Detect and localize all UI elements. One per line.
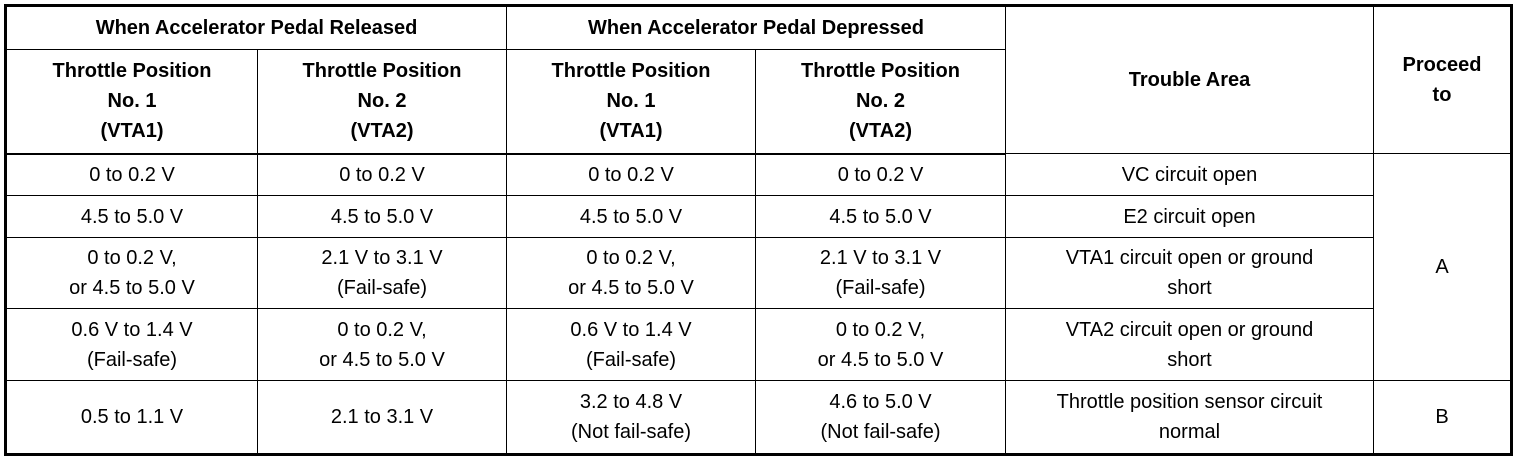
header-released-tp1: Throttle Position No. 1 (VTA1) [5,49,258,155]
cell-d1: 0 to 0.2 V [506,153,756,196]
cell-r1: 0.6 V to 1.4 V (Fail-safe) [5,308,258,381]
cell-area: VTA1 circuit open or ground short [1005,237,1374,309]
cell-r1: 0.5 to 1.1 V [5,380,258,455]
header-depressed: When Accelerator Pedal Depressed [506,5,1006,50]
cell-r1: 0 to 0.2 V, or 4.5 to 5.0 V [5,237,258,309]
cell-area: Throttle position sensor circuit normal [1005,380,1374,455]
cell-d1: 4.5 to 5.0 V [506,195,756,238]
cell-d2: 0 to 0.2 V, or 4.5 to 5.0 V [755,308,1006,381]
table-row: 0.5 to 1.1 V 2.1 to 3.1 V 3.2 to 4.8 V (Not… [5,380,1512,455]
cell-r2: 4.5 to 5.0 V [257,195,507,238]
cell-r1: 0 to 0.2 V [5,153,258,196]
diagnostic-table: When Accelerator Pedal Released When Acc… [4,4,1513,456]
cell-d1: 0 to 0.2 V, or 4.5 to 5.0 V [506,237,756,309]
cell-d1: 3.2 to 4.8 V (Not fail-safe) [506,380,756,455]
table-row: 4.5 to 5.0 V 4.5 to 5.0 V 4.5 to 5.0 V 4.5 … [5,195,1512,238]
header-depressed-tp2: Throttle Position No. 2 (VTA2) [755,49,1006,155]
table-row: 0 to 0.2 V, or 4.5 to 5.0 V 2.1 V to 3.1 V… [5,237,1512,309]
cell-proceed: A [1373,153,1512,381]
cell-area: E2 circuit open [1005,195,1374,238]
cell-d1: 0.6 V to 1.4 V (Fail-safe) [506,308,756,381]
cell-proceed: B [1373,380,1512,455]
cell-d2: 4.6 to 5.0 V (Not fail-safe) [755,380,1006,455]
cell-r1: 4.5 to 5.0 V [5,195,258,238]
table-row: 0.6 V to 1.4 V (Fail-safe) 0 to 0.2 V, or 4… [5,308,1512,381]
header-proceed-to: Proceed to [1373,5,1512,154]
cell-d2: 2.1 V to 3.1 V (Fail-safe) [755,237,1006,309]
cell-r2: 2.1 V to 3.1 V (Fail-safe) [257,237,507,309]
cell-area: VTA2 circuit open or ground short [1005,308,1374,381]
header-trouble-area: Trouble Area [1005,5,1374,154]
cell-d2: 0 to 0.2 V [755,153,1006,196]
header-released: When Accelerator Pedal Released [5,5,507,50]
header-depressed-tp1: Throttle Position No. 1 (VTA1) [506,49,756,155]
cell-d2: 4.5 to 5.0 V [755,195,1006,238]
cell-r2: 0 to 0.2 V, or 4.5 to 5.0 V [257,308,507,381]
header-released-tp2: Throttle Position No. 2 (VTA2) [257,49,507,155]
cell-area: VC circuit open [1005,153,1374,196]
cell-r2: 2.1 to 3.1 V [257,380,507,455]
cell-r2: 0 to 0.2 V [257,153,507,196]
